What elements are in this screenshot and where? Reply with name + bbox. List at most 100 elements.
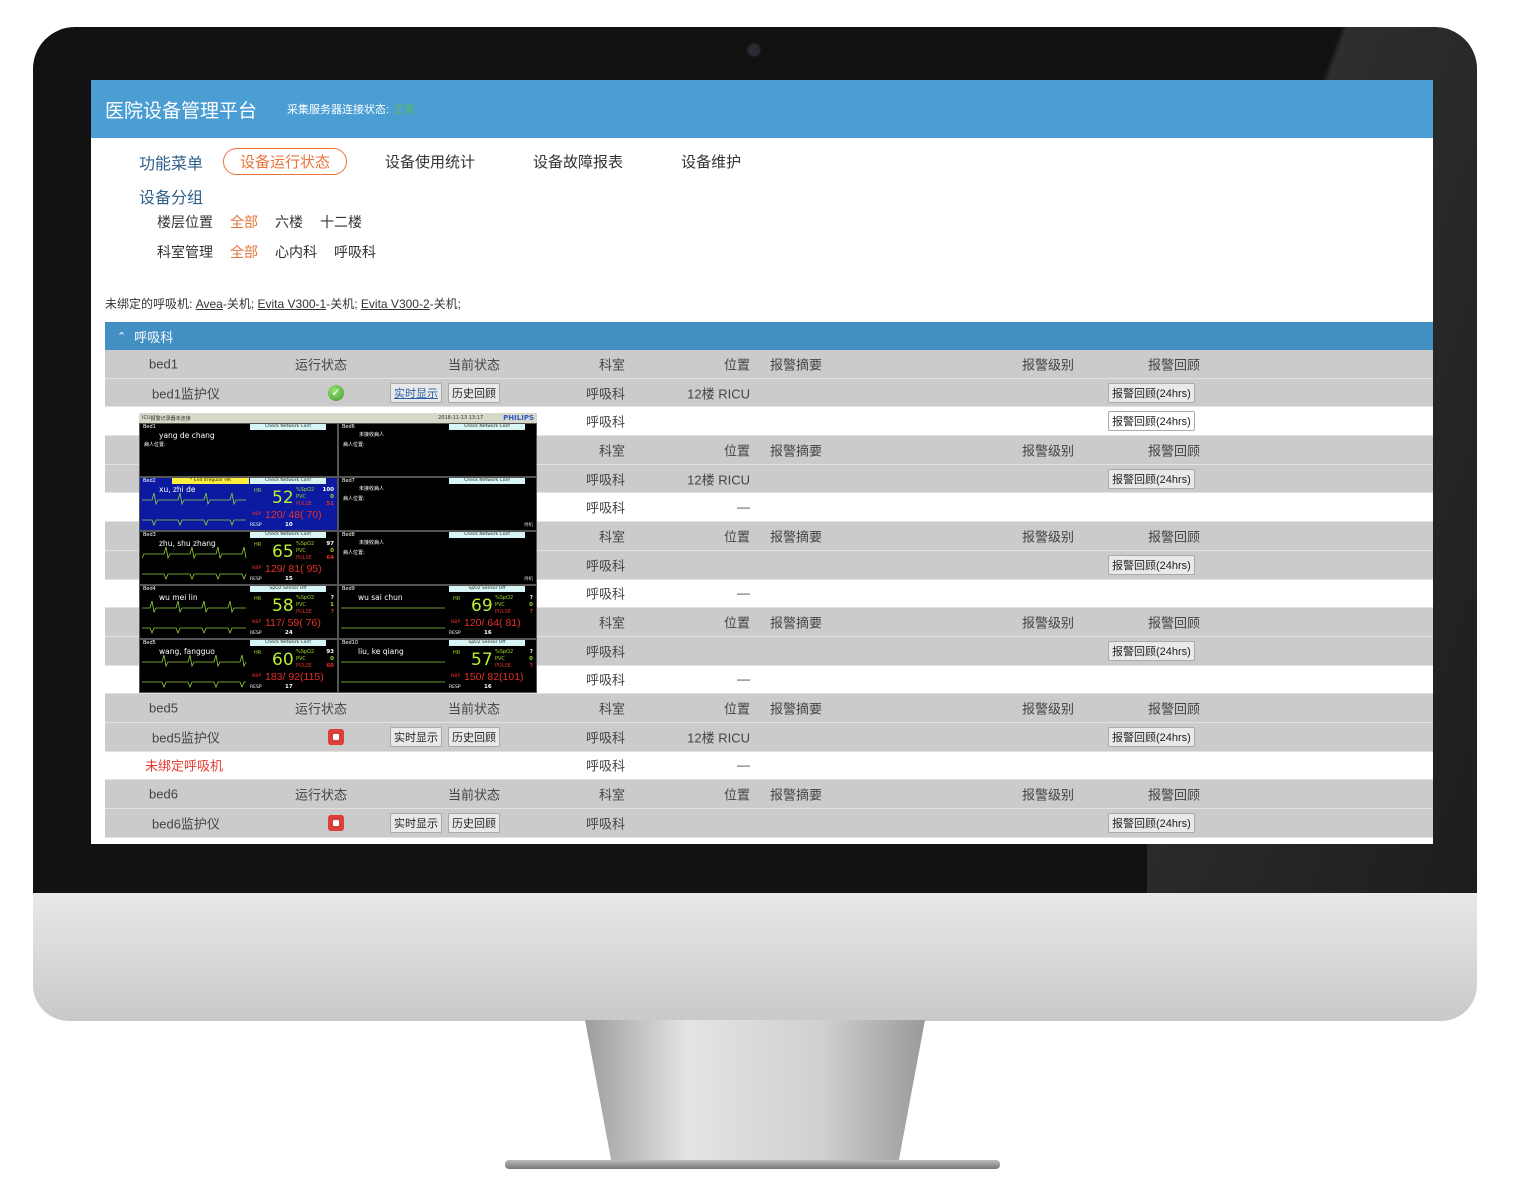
ventilator-link[interactable]: Evita V300-1: [257, 297, 327, 311]
alarm-review-button[interactable]: 报警回顾(24hrs): [1108, 554, 1195, 575]
column-header-lvl: 报警级别: [1022, 787, 1075, 803]
monitor-cell[interactable]: Bed5 Check Network Conf wang, fangguo HR 60%…: [139, 639, 338, 693]
hr-label: HR: [254, 650, 262, 656]
location: —: [737, 499, 750, 515]
tab-fault-report[interactable]: 设备故障报表: [533, 154, 624, 171]
ventilator-status: -关机;: [326, 297, 358, 311]
monitor-cell[interactable]: Bed1 Check Network Conf yang de chang 病人位置:: [139, 423, 338, 477]
column-header-lvl: 报警级别: [1022, 443, 1075, 459]
ventilator-label: 未绑定呼吸机: [145, 758, 224, 774]
cell-patient-name: yang de chang: [159, 431, 215, 440]
spo2-label: %SpO2: [495, 649, 514, 655]
history-button[interactable]: 历史回顾: [448, 726, 500, 747]
monitor-recorder: 报警记录器未连接: [150, 415, 191, 422]
floor-6[interactable]: 六楼: [275, 214, 303, 230]
cell-alarm: * End Irregular HR: [172, 478, 249, 484]
column-header-run: 运行状态: [295, 787, 348, 803]
cell-network-status: SpO2 Sensor Off: [250, 586, 326, 592]
monitor-cell[interactable]: Bed7 Check Network Conf 未接收病人 病人位置: 待机: [338, 477, 537, 531]
bed-name: bed6: [149, 786, 178, 802]
resp-label: RESP: [250, 631, 262, 636]
dept-all[interactable]: 全部: [230, 244, 258, 260]
history-button[interactable]: 历史回顾: [448, 812, 500, 833]
cell-bed-label: Bed3: [143, 532, 156, 538]
vitals-labels: %SpO2 PVC PULSE: [296, 649, 314, 670]
nbp-value: 117/ 59( 76): [265, 617, 321, 629]
bed-name: bed1: [149, 356, 178, 372]
monitor-cell[interactable]: Bed4 SpO2 Sensor Off wu mei lin HR 58 %SpO2 PV…: [139, 585, 338, 639]
tab-maintenance[interactable]: 设备维护: [681, 154, 742, 171]
column-header-sum: 报警摘要: [770, 443, 823, 459]
function-menu-label: 功能菜单: [139, 155, 204, 173]
pvc-value: 0: [330, 494, 334, 500]
alarm-review-button[interactable]: 报警回顾(24hrs): [1108, 640, 1195, 661]
monitor-cell[interactable]: Bed9 SpO2 Sensor Off wu sai chun HR 69 %SpO2 P…: [338, 585, 537, 639]
cell-no-patient: 未接收病人: [359, 432, 385, 438]
cell-bed-label: Bed2: [143, 478, 156, 484]
live-view-button[interactable]: 实时显示: [390, 726, 442, 747]
column-header-cur: 当前状态: [448, 701, 501, 717]
alarm-review-button[interactable]: 报警回顾(24hrs): [1108, 468, 1195, 489]
monitor-brand: PHILIPS: [503, 414, 534, 422]
history-button[interactable]: 历史回顾: [448, 382, 500, 403]
device-name: bed6监护仪: [152, 816, 220, 832]
pvc-label: PVC: [296, 494, 306, 500]
tab-device-status[interactable]: 设备运行状态: [223, 148, 348, 175]
cell-patient-name: wu mei lin: [159, 593, 198, 602]
vitals-values: 93 0 60: [326, 649, 334, 670]
vitals-labels: %SpO2 PVC PULSE: [296, 487, 314, 508]
alarm-review-button[interactable]: 报警回顾(24hrs): [1108, 726, 1195, 747]
cell-patient-name: zhu, shu zhang: [159, 539, 216, 548]
department: 呼吸科: [585, 586, 625, 602]
patient-monitor-overlay: ICU 报警记录器未连接 2018-11-13 13:17 PHILIPS Be…: [139, 413, 537, 693]
live-view-button[interactable]: 实时显示: [390, 812, 442, 833]
dept-cardiology[interactable]: 心内科: [275, 244, 317, 260]
cell-network-status: SpO2 Sensor Off: [449, 640, 525, 646]
monitor-chin: [33, 893, 1477, 1021]
dept-respiratory[interactable]: 呼吸科: [334, 244, 376, 260]
cell-patient-name: xu, zhi de: [159, 485, 196, 494]
column-header-lvl: 报警级别: [1022, 615, 1075, 631]
vitals-labels: %SpO2 PVC PULSE: [296, 595, 314, 616]
monitor-stand: [585, 1020, 925, 1166]
spo2-label: %SpO2: [296, 487, 315, 493]
column-header-sum: 报警摘要: [770, 787, 823, 803]
device-name: bed1监护仪: [152, 386, 220, 402]
tab-usage-stats[interactable]: 设备使用统计: [385, 154, 476, 171]
heart-rate-value: 52: [272, 488, 294, 508]
section-header[interactable]: ⌃ 呼吸科: [105, 322, 1433, 350]
device-name: bed5监护仪: [152, 730, 220, 746]
cell-patient-name: wang, fangguo: [159, 647, 215, 656]
monitor-cell[interactable]: Bed2 * End Irregular HR Check Network Conf…: [139, 477, 338, 531]
ventilator-link[interactable]: Evita V300-2: [360, 297, 430, 311]
column-header-rev: 报警回顾: [1148, 357, 1201, 373]
column-header-dept: 科室: [598, 615, 625, 631]
alarm-review-button[interactable]: 报警回顾(24hrs): [1108, 411, 1195, 432]
alarm-review-button[interactable]: 报警回顾(24hrs): [1108, 382, 1195, 403]
pvc-label: PVC: [296, 656, 306, 662]
pvc-value: 0: [529, 656, 533, 662]
top-bar: 医院设备管理平台 采集服务器连接状态: 正常: [91, 80, 1433, 138]
floor-12[interactable]: 十二楼: [320, 214, 362, 230]
spo2-label: %SpO2: [296, 649, 315, 655]
ventilator-link[interactable]: Avea: [195, 297, 223, 311]
alarm-review-button[interactable]: 报警回顾(24hrs): [1108, 812, 1195, 833]
cell-network-status: Check Network Conf: [250, 478, 326, 484]
department: 呼吸科: [585, 500, 625, 516]
floor-all[interactable]: 全部: [230, 214, 258, 230]
vitals-labels: %SpO2 PVC PULSE: [495, 595, 513, 616]
spo2-value: ?: [529, 649, 533, 655]
monitor-cell[interactable]: Bed3 Check Network Conf zhu, shu zhang HR 65…: [139, 531, 338, 585]
spo2-value: ?: [529, 595, 533, 601]
pulse-value: ?: [330, 609, 334, 615]
monitor-cell[interactable]: Bed6 Check Network Conf 未接收病人 病人位置:: [338, 423, 537, 477]
nbp-label: NBP: [252, 620, 262, 625]
pvc-label: PVC: [495, 602, 505, 608]
device-group-title: 设备分组: [139, 190, 204, 207]
monitor-cell[interactable]: Bed8 Check Network Conf 未接收病人 病人位置: 待机: [338, 531, 537, 585]
pvc-label: PVC: [495, 656, 505, 662]
vitals-values: ? 0?: [529, 595, 533, 616]
monitor-cell[interactable]: Bed10 SpO2 Sensor Off liu, ke qiang HR 57 %Sp…: [338, 639, 537, 693]
live-view-button[interactable]: 实时显示: [390, 382, 442, 403]
resp-value: 16: [484, 630, 492, 636]
